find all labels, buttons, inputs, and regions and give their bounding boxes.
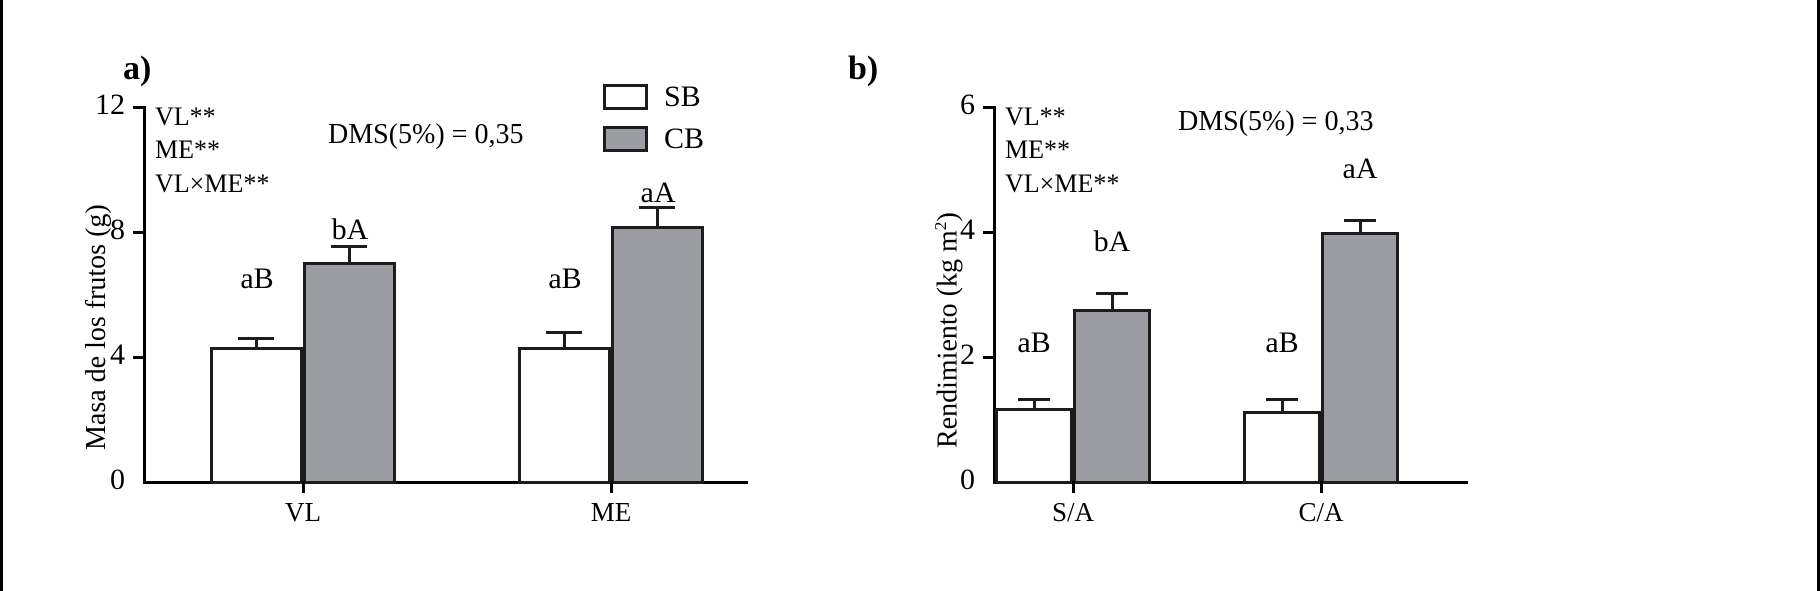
errorbar-cap-b-ca-sb [1266,398,1298,401]
dms-label-b: DMS(5%) = 0,33 [1178,106,1374,137]
errorbar-a-me-sb [563,331,566,349]
bar-annot-b-ca-cb: aA [1342,152,1378,185]
x-tick-label-a-me: ME [590,497,632,527]
y-axis-line-a [143,106,146,484]
legend-swatch-sb-icon [603,84,648,110]
legend-item-cb[interactable]: CB [603,122,704,156]
y-axis-title-b: Rendimiento (kg m2) [931,212,964,448]
stats-line-a-2: ME** [155,135,220,165]
legend-swatch-cb-icon [603,126,648,152]
y-tick-label-b-0: 0 [960,463,975,496]
x-tick-label-b-sa: S/A [1051,497,1095,527]
errorbar-cap-b-ca-cb [1344,219,1376,222]
x-axis-line-a [143,481,748,484]
errorbar-cap-a-vl-sb [238,337,274,340]
y-tick-b-4 [983,231,994,234]
bar-b-ca-sb[interactable] [1243,411,1321,484]
errorbar-b-sa-cb [1111,292,1114,312]
y-tick-label-a-8: 8 [110,213,125,246]
bar-annot-a-vl-cb: bA [331,213,369,246]
stats-block-b: VL** ME** VL×ME** [1005,100,1119,200]
chart-panel-a: a) Masa de los frutos (g) 12 8 4 0 VL** … [3,0,833,591]
dms-label-a: DMS(5%) = 0,35 [328,119,524,150]
x-axis-line-b [993,481,1468,484]
errorbar-cap-b-sa-cb [1096,292,1128,295]
chart-panel-b: b) Rendimiento (kg m2) 6 4 2 0 VL** ME**… [833,0,1593,591]
errorbar-cap-a-me-sb [546,331,582,334]
stats-line-b-1: VL** [1005,102,1066,131]
legend-item-sb[interactable]: SB [603,80,701,114]
errorbar-b-sa-sb [1033,398,1036,410]
y-tick-label-a-12: 12 [95,88,125,121]
errorbar-cap-b-sa-sb [1018,398,1050,401]
bar-annot-a-me-cb: aA [640,176,676,209]
bar-a-me-cb[interactable] [611,226,704,484]
y-tick-a-8 [133,231,144,234]
y-tick-label-b-4: 4 [960,213,975,246]
legend-label-sb: SB [664,80,701,113]
bar-a-vl-sb[interactable] [210,347,303,484]
panel-letter-b: b) [848,50,879,87]
bar-b-sa-cb[interactable] [1073,309,1151,484]
bar-a-vl-cb[interactable] [303,262,396,484]
stats-block-a: VL** ME** VL×ME** [155,100,269,200]
y-tick-b-2 [983,356,994,359]
y-tick-label-b-2: 2 [960,338,975,371]
bar-b-sa-sb[interactable] [995,408,1073,484]
stats-line-b-2: ME** [1005,135,1070,165]
x-tick-label-b-ca: C/A [1298,497,1344,527]
x-tick-a-me [610,481,613,493]
errorbar-b-ca-sb [1281,398,1284,413]
y-tick-b-6 [983,106,994,109]
legend-label-cb: CB [664,122,705,155]
errorbar-a-vl-sb [255,337,258,349]
errorbar-cap-a-me-cb [639,206,675,209]
y-axis-line-b [993,106,996,484]
errorbar-a-me-cb [656,206,659,228]
x-tick-b-sa [1072,481,1075,493]
x-tick-b-ca [1320,481,1323,493]
bar-annot-a-vl-sb: aB [240,262,274,295]
stats-line-a-1: VL** [155,102,216,131]
errorbar-a-vl-cb [348,245,351,265]
errorbar-b-ca-cb [1359,219,1362,235]
bar-annot-a-me-sb: aB [548,262,582,295]
y-tick-a-12 [133,106,144,109]
panel-letter-a: a) [123,50,152,87]
bar-b-ca-cb[interactable] [1321,232,1399,484]
bar-a-me-sb[interactable] [518,347,611,484]
errorbar-cap-a-vl-cb [331,245,367,248]
bar-annot-b-sa-cb: bA [1093,225,1131,258]
x-tick-label-a-vl: VL [285,497,321,527]
y-tick-label-a-4: 4 [110,338,125,371]
y-tick-a-4 [133,356,144,359]
y-tick-label-a-0: 0 [110,463,125,496]
stats-line-a-3: VL×ME** [155,168,270,198]
bar-annot-b-sa-sb: aB [1017,326,1051,359]
bar-annot-b-ca-sb: aB [1265,326,1299,359]
x-tick-a-vl [302,481,305,493]
stats-line-b-3: VL×ME** [1005,168,1120,198]
y-tick-label-b-6: 6 [960,88,975,121]
